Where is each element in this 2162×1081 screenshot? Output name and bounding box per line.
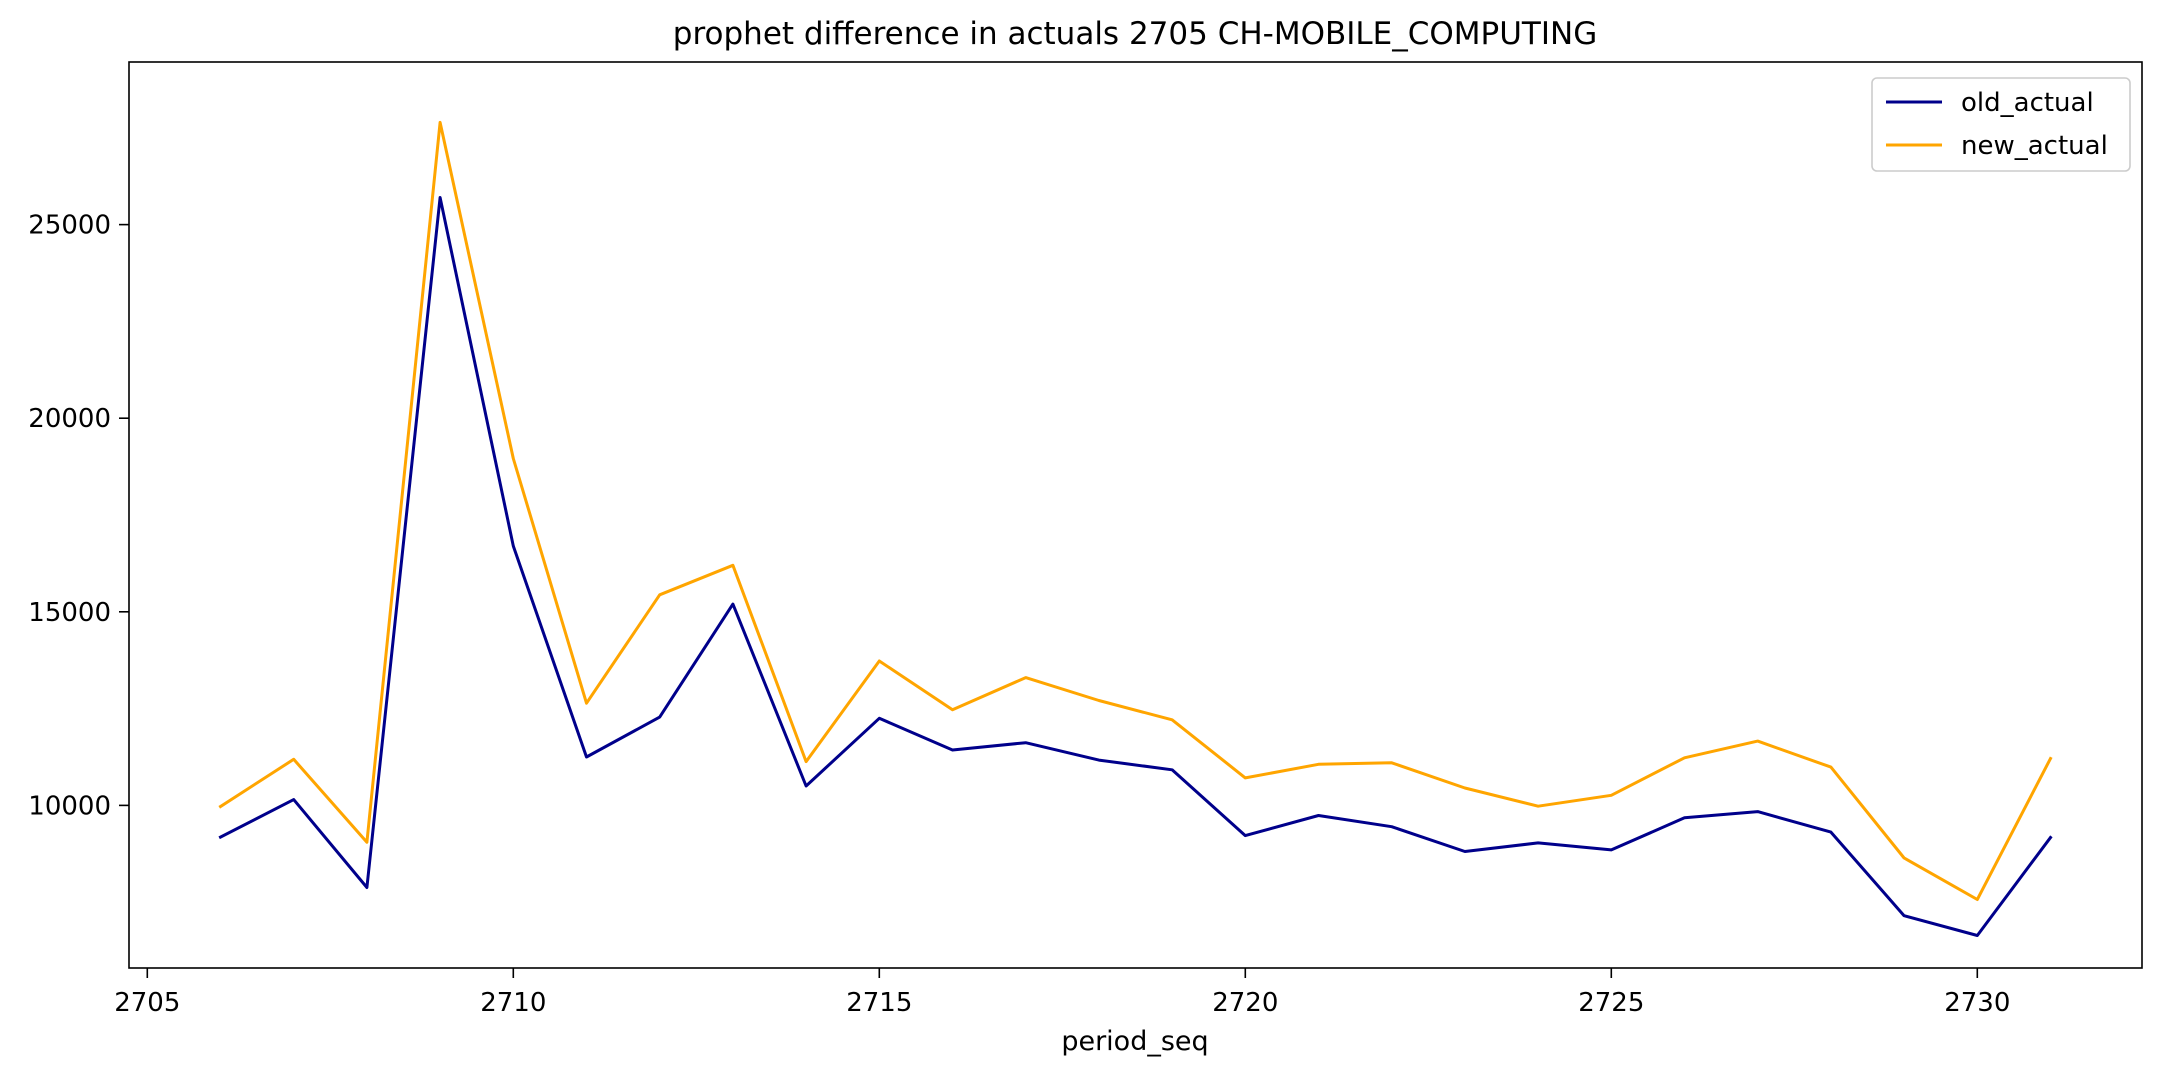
y-tick-label: 20000 xyxy=(28,404,111,434)
x-axis-label: period_seq xyxy=(1061,1026,1208,1057)
chart-title: prophet difference in actuals 2705 CH-MO… xyxy=(673,16,1597,52)
legend-label-old_actual: old_actual xyxy=(1961,88,2094,118)
legend: old_actual new_actual xyxy=(1871,77,2131,172)
y-tick-label: 25000 xyxy=(28,211,111,241)
x-tick-label: 2705 xyxy=(114,988,180,1018)
series-line-old_actual xyxy=(218,196,2053,937)
plot-area: 2705 2710 2715 2720 2725 2730 10000 15000 20000 2… xyxy=(28,61,2143,1018)
x-tick-label: 2730 xyxy=(1944,988,2010,1018)
series-line-new_actual xyxy=(218,120,2053,901)
legend-label-new_actual: new_actual xyxy=(1961,131,2108,161)
x-tick-label: 2720 xyxy=(1212,988,1278,1018)
x-tick-label: 2725 xyxy=(1578,988,1644,1018)
x-tick-label: 2710 xyxy=(480,988,546,1018)
y-tick-label: 10000 xyxy=(28,791,111,821)
y-tick-label: 15000 xyxy=(28,598,111,628)
plot-frame xyxy=(128,61,2143,969)
x-tick-label: 2715 xyxy=(846,988,912,1018)
